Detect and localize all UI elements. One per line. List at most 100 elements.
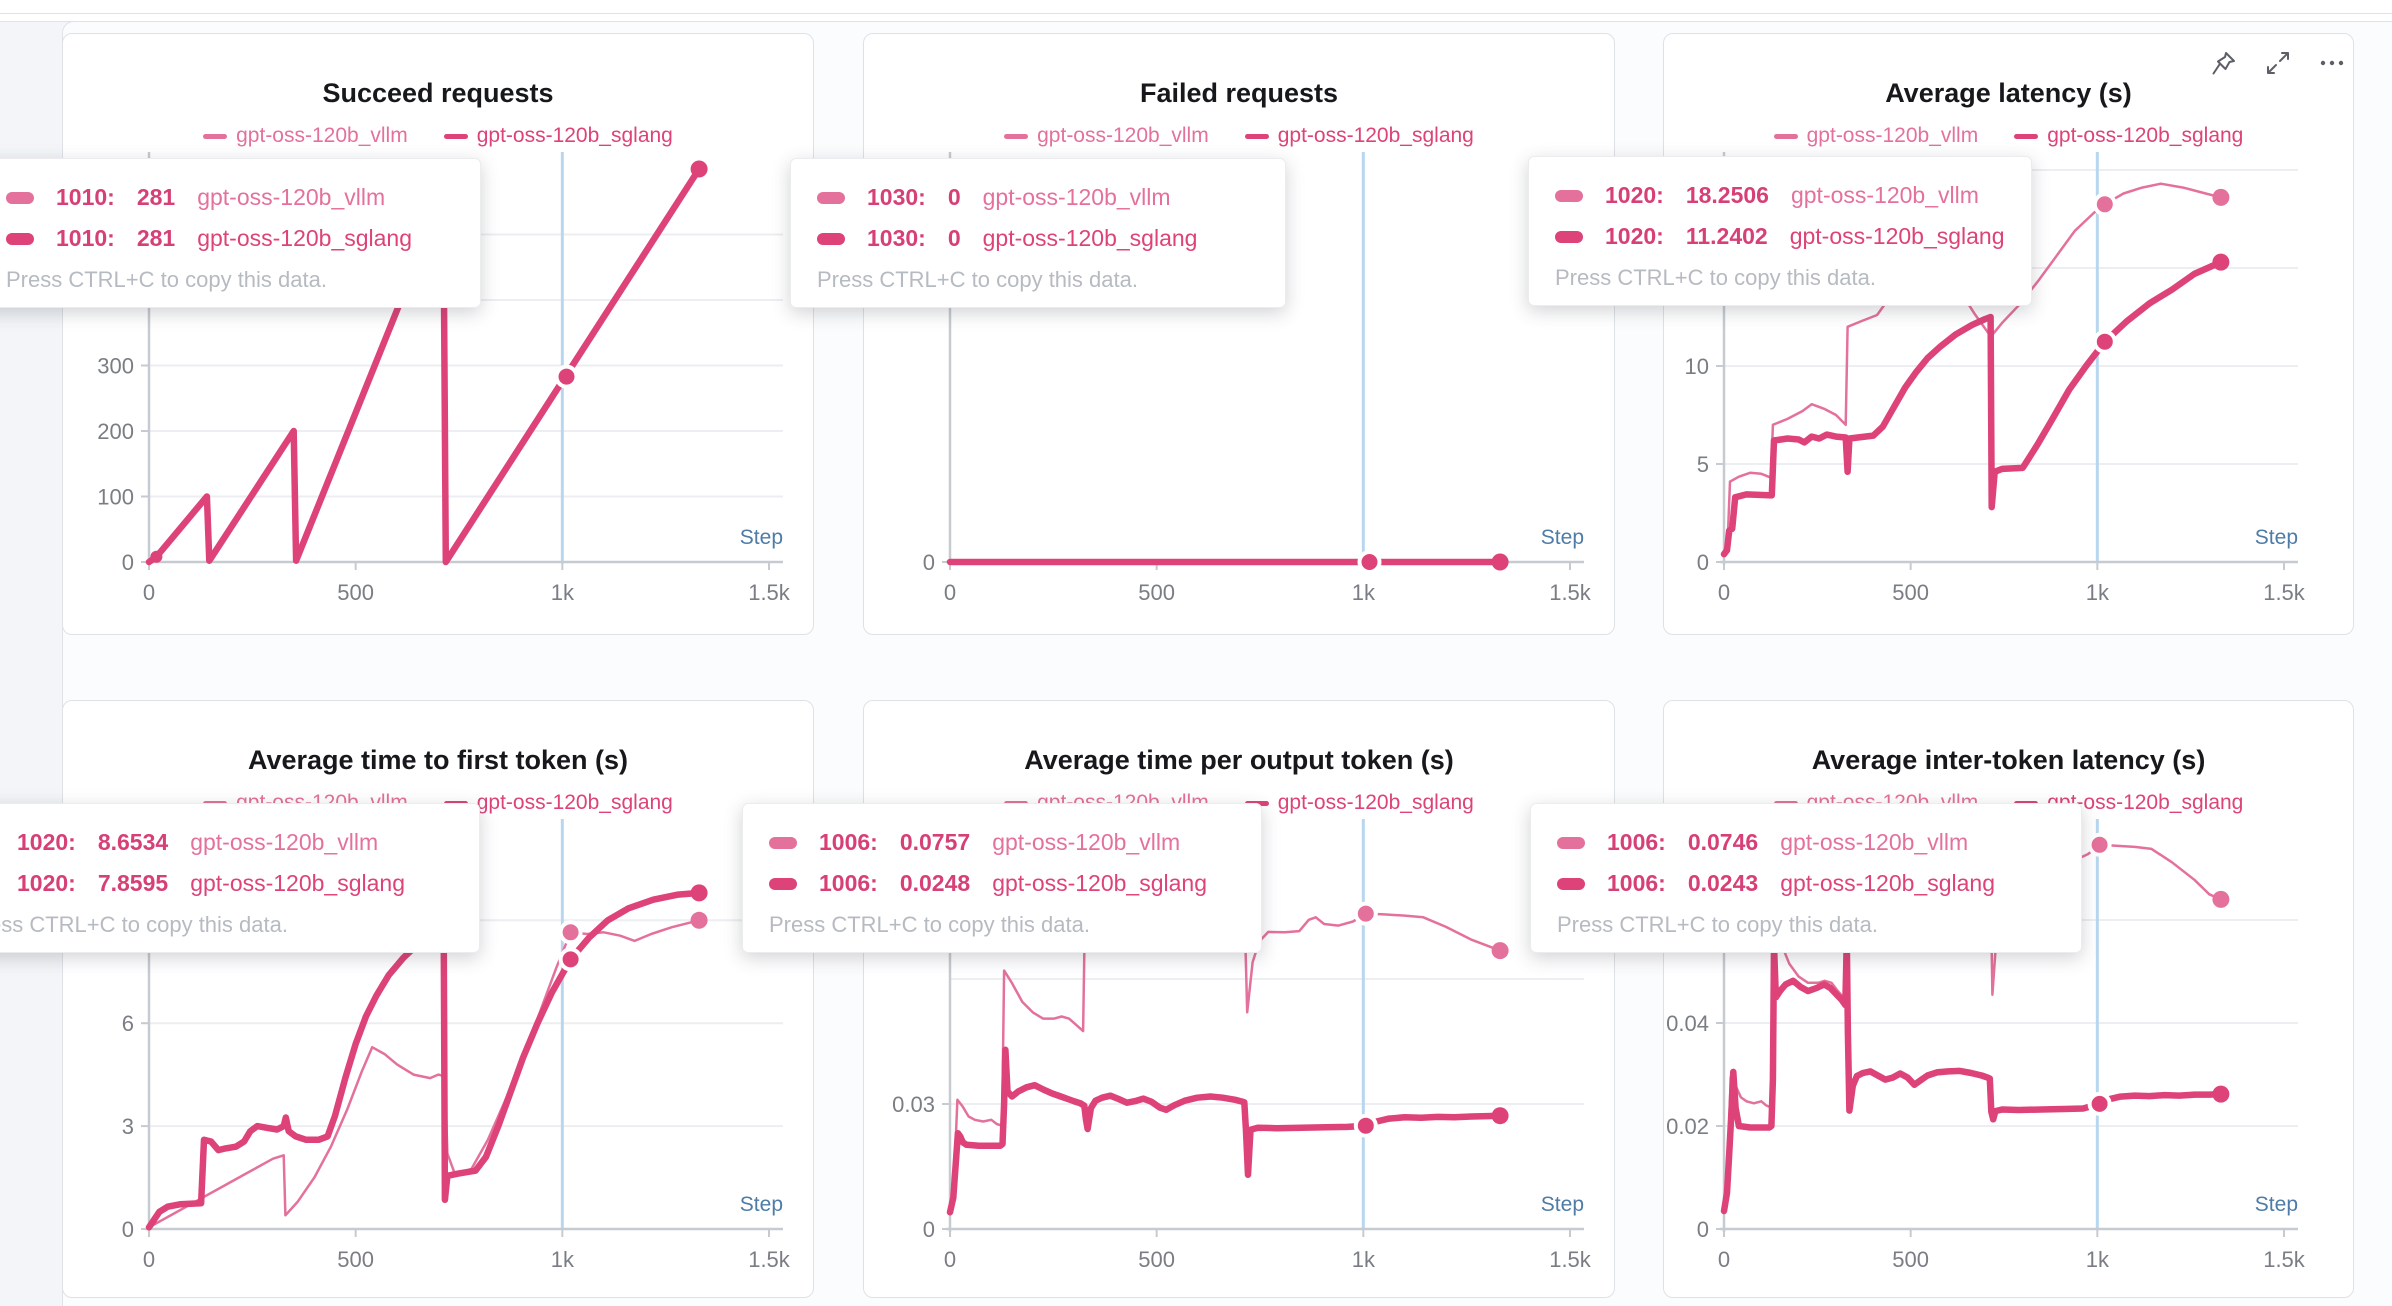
tooltip-value: 18.2506: [1685, 182, 1769, 208]
tooltip-series-row: 1006: 0.0746 gpt-oss-120b_vllm: [1557, 822, 2057, 863]
tooltip-series-name: gpt-oss-120b_sglang: [982, 225, 1198, 251]
svg-text:1.5k: 1.5k: [1549, 1247, 1592, 1272]
tooltip-series-row: 1010: 281 gpt-oss-120b_vllm: [6, 177, 456, 218]
svg-text:500: 500: [1138, 1247, 1175, 1272]
svg-text:0: 0: [923, 1217, 935, 1242]
series-color-swatch-icon: [1555, 230, 1583, 243]
tooltip-step: 1020:: [17, 870, 76, 896]
svg-text:500: 500: [337, 580, 374, 605]
svg-text:1.5k: 1.5k: [1549, 580, 1592, 605]
pin-icon[interactable]: [2210, 49, 2238, 77]
chart-panel-avg-time-to-first-token[interactable]: 0 3 6 0 500 1k 1.5k Step Average time to first …: [62, 700, 814, 1298]
svg-text:0: 0: [1718, 580, 1730, 605]
svg-text:0: 0: [143, 580, 155, 605]
tooltip-value: 281: [136, 225, 176, 251]
tooltip-step: 1006:: [819, 870, 878, 896]
tooltip-series-row: 1030: 0 gpt-oss-120b_sglang: [817, 218, 1261, 259]
svg-text:500: 500: [1892, 1247, 1929, 1272]
chart-plot: 0 0.02 0.04 0 500 1k 1.5k Step: [1666, 819, 2306, 1272]
svg-text:3: 3: [122, 1114, 134, 1139]
tooltip-step: 1010:: [56, 225, 115, 251]
tooltip-step: 1006:: [819, 829, 878, 855]
chart-hover-tooltip: 1020: 18.2506 gpt-oss-120b_vllm 1020: 11.240…: [1528, 156, 2032, 306]
tooltip-step: 1006:: [1607, 829, 1666, 855]
svg-text:500: 500: [1892, 580, 1929, 605]
svg-text:0: 0: [923, 550, 935, 575]
tooltip-series-name: gpt-oss-120b_sglang: [197, 225, 413, 251]
svg-text:1k: 1k: [551, 1247, 575, 1272]
tooltip-value: 0: [947, 225, 961, 251]
tooltip-value: 0.0746: [1687, 829, 1759, 855]
tooltip-value: 0: [947, 184, 961, 210]
tooltip-value: 0.0243: [1687, 870, 1759, 896]
svg-text:Step: Step: [740, 1193, 783, 1216]
series-color-swatch-icon: [769, 877, 797, 890]
svg-text:0: 0: [143, 1247, 155, 1272]
tooltip-step: 1020:: [17, 829, 76, 855]
chart-hover-tooltip: 1006: 0.0746 gpt-oss-120b_vllm 1006: 0.0243 g…: [1530, 803, 2082, 953]
svg-text:300: 300: [97, 354, 134, 379]
tooltip-step: 1030:: [867, 184, 926, 210]
tooltip-series-name: gpt-oss-120b_vllm: [197, 184, 386, 210]
svg-text:1k: 1k: [2086, 1247, 2110, 1272]
chart-panel-average-latency[interactable]: 0 5 10 0 500 1k 1.5k Step Average latency (s) g…: [1663, 33, 2354, 635]
tooltip-step: 1020:: [1605, 223, 1664, 249]
svg-text:0: 0: [122, 1217, 134, 1242]
svg-text:Step: Step: [740, 526, 783, 549]
tooltip-series-row: 1020: 7.8595 gpt-oss-120b_sglang: [0, 863, 455, 904]
tooltip-series-row: 1006: 0.0757 gpt-oss-120b_vllm: [769, 822, 1237, 863]
tooltip-series-name: gpt-oss-120b_sglang: [1780, 870, 1996, 896]
svg-text:6: 6: [122, 1011, 134, 1036]
series-color-swatch-icon: [817, 191, 845, 204]
tooltip-value: 11.2402: [1685, 223, 1768, 249]
panel-toolbar: [2210, 48, 2346, 78]
chart-panel-avg-time-per-output-token[interactable]: 0 0.03 0 500 1k 1.5k Step Average time per out…: [863, 700, 1615, 1298]
chart-panel-succeed-requests[interactable]: 0 100 200 300 0 500 1k 1.5k Step Succeed request…: [62, 33, 814, 635]
tooltip-value: 0.0248: [899, 870, 971, 896]
tooltip-value: 7.8595: [97, 870, 169, 896]
tooltip-series-name: gpt-oss-120b_sglang: [992, 870, 1208, 896]
tooltip-series-row: 1006: 0.0248 gpt-oss-120b_sglang: [769, 863, 1237, 904]
svg-text:0.04: 0.04: [1666, 1011, 1709, 1036]
svg-text:0.03: 0.03: [892, 1092, 935, 1117]
chart-hover-tooltip: 1006: 0.0757 gpt-oss-120b_vllm 1006: 0.0248 g…: [742, 803, 1262, 953]
chart-hover-tooltip: 1010: 281 gpt-oss-120b_vllm 1010: 281 gpt-oss…: [0, 158, 481, 308]
series-color-swatch-icon: [6, 232, 34, 245]
chart-panel-avg-inter-token-latency[interactable]: 0 0.02 0.04 0 500 1k 1.5k Step Average inter-to…: [1663, 700, 2354, 1298]
svg-text:1.5k: 1.5k: [748, 580, 791, 605]
chart-plot: 0 5 10 0 500 1k 1.5k Step: [1685, 152, 2306, 605]
chart-hover-tooltip: 1020: 8.6534 gpt-oss-120b_vllm 1020: 7.8595 g…: [0, 803, 480, 953]
chart-hover-tooltip: 1030: 0 gpt-oss-120b_vllm 1030: 0 gpt-oss-120…: [790, 158, 1286, 308]
svg-text:1k: 1k: [551, 580, 575, 605]
svg-text:Step: Step: [2255, 1193, 2298, 1216]
tooltip-series-row: 1020: 18.2506 gpt-oss-120b_vllm: [1555, 175, 2007, 216]
tooltip-series-name: gpt-oss-120b_vllm: [1790, 182, 1979, 208]
svg-text:1k: 1k: [1352, 1247, 1376, 1272]
tooltip-step: 1010:: [56, 184, 115, 210]
overflow-menu-icon[interactable]: [2318, 49, 2346, 77]
tooltip-value: 0.0757: [899, 829, 971, 855]
svg-text:500: 500: [337, 1247, 374, 1272]
tooltip-series-row: 1020: 8.6534 gpt-oss-120b_vllm: [0, 822, 455, 863]
chart-panel-failed-requests[interactable]: 0 0 500 1k 1.5k Step Failed requests gpt-oss-…: [863, 33, 1615, 635]
tooltip-step: 1006:: [1607, 870, 1666, 896]
tooltip-copy-hint: Press CTRL+C to copy this data.: [1557, 912, 1878, 937]
tooltip-step: 1020:: [1605, 182, 1664, 208]
svg-text:0: 0: [1718, 1247, 1730, 1272]
svg-text:0: 0: [1697, 550, 1709, 575]
tooltip-series-name: gpt-oss-120b_vllm: [190, 829, 379, 855]
tooltip-series-name: gpt-oss-120b_sglang: [190, 870, 406, 896]
tooltip-copy-hint: Press CTRL+C to copy this data.: [1555, 265, 1876, 290]
tooltip-value: 8.6534: [97, 829, 169, 855]
svg-text:1.5k: 1.5k: [2263, 1247, 2306, 1272]
expand-icon[interactable]: [2264, 49, 2292, 77]
tooltip-series-name: gpt-oss-120b_vllm: [982, 184, 1171, 210]
svg-text:0.02: 0.02: [1666, 1114, 1709, 1139]
tooltip-series-name: gpt-oss-120b_vllm: [1780, 829, 1969, 855]
tooltip-copy-hint: Press CTRL+C to copy this data.: [0, 912, 288, 937]
series-color-swatch-icon: [1555, 189, 1583, 202]
tooltip-series-row: 1010: 281 gpt-oss-120b_sglang: [6, 218, 456, 259]
svg-text:1k: 1k: [2086, 580, 2110, 605]
svg-text:0: 0: [944, 1247, 956, 1272]
svg-text:0: 0: [1697, 1217, 1709, 1242]
